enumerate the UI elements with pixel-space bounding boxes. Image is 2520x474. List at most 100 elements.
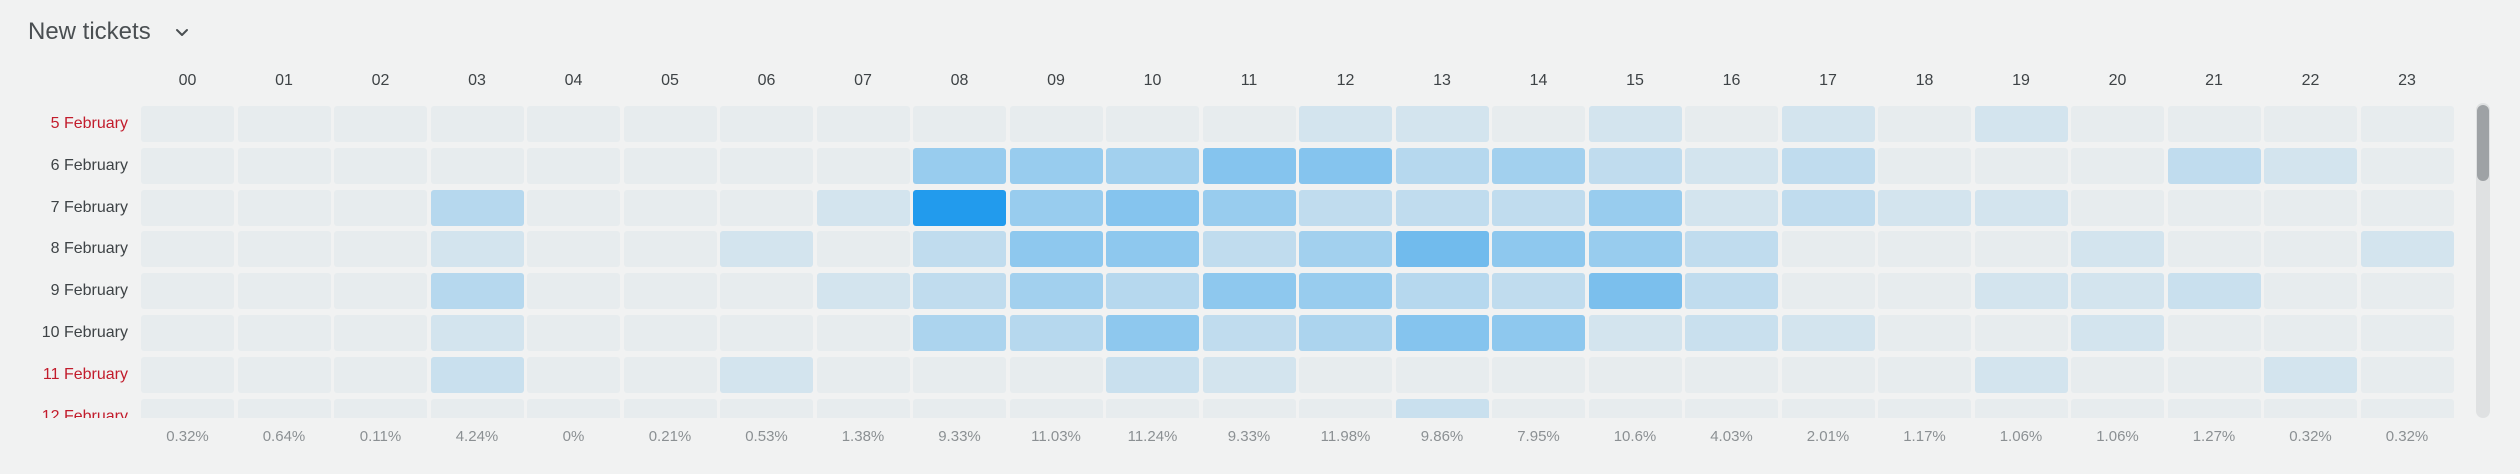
heatmap-cell[interactable] (430, 231, 524, 268)
heatmap-cell[interactable] (1588, 231, 1682, 268)
heatmap-cell[interactable] (720, 356, 813, 393)
heatmap-cell[interactable] (720, 106, 813, 142)
heatmap-cell[interactable] (1106, 147, 1199, 184)
heatmap-cell[interactable] (2071, 356, 2164, 393)
heatmap-cell[interactable] (141, 189, 234, 226)
heatmap-cell[interactable] (2071, 189, 2164, 226)
heatmap-cell[interactable] (1685, 189, 1778, 226)
heatmap-cell[interactable] (913, 106, 1006, 142)
heatmap-cell[interactable] (2360, 106, 2454, 142)
heatmap-cell[interactable] (1974, 189, 2068, 226)
heatmap-cell[interactable] (2167, 356, 2261, 393)
heatmap-cell[interactable] (1588, 106, 1682, 142)
heatmap-cell[interactable] (141, 356, 234, 393)
heatmap-cell[interactable] (1395, 398, 1489, 418)
heatmap-cell[interactable] (1009, 189, 1103, 226)
heatmap-cell[interactable] (1878, 273, 1971, 310)
heatmap-cell[interactable] (430, 189, 524, 226)
heatmap-cell[interactable] (2167, 189, 2261, 226)
heatmap-cell[interactable] (720, 147, 813, 184)
heatmap-cell[interactable] (1492, 189, 1585, 226)
heatmap-cell[interactable] (527, 189, 620, 226)
heatmap-cell[interactable] (2071, 398, 2164, 418)
heatmap-cell[interactable] (430, 106, 524, 142)
heatmap-cell[interactable] (913, 356, 1006, 393)
heatmap-cell[interactable] (1781, 106, 1875, 142)
heatmap-cell[interactable] (816, 273, 910, 310)
heatmap-cell[interactable] (141, 147, 234, 184)
heatmap-cell[interactable] (816, 315, 910, 351)
heatmap-cell[interactable] (1106, 273, 1199, 310)
heatmap-cell[interactable] (1492, 315, 1585, 351)
vertical-scrollbar[interactable] (2476, 103, 2490, 418)
heatmap-cell[interactable] (430, 315, 524, 351)
heatmap-cell[interactable] (1202, 273, 1296, 310)
heatmap-cell[interactable] (1299, 189, 1392, 226)
heatmap-cell[interactable] (1685, 398, 1778, 418)
heatmap-cell[interactable] (2264, 273, 2357, 310)
heatmap-cell[interactable] (1299, 231, 1392, 268)
heatmap-cell[interactable] (1974, 356, 2068, 393)
heatmap-cell[interactable] (1685, 231, 1778, 268)
heatmap-cell[interactable] (2167, 106, 2261, 142)
heatmap-cell[interactable] (1878, 315, 1971, 351)
heatmap-cell[interactable] (1878, 189, 1971, 226)
heatmap-cell[interactable] (237, 147, 331, 184)
heatmap-cell[interactable] (430, 356, 524, 393)
heatmap-cell[interactable] (1299, 106, 1392, 142)
heatmap-cell[interactable] (623, 106, 717, 142)
heatmap-cell[interactable] (1492, 356, 1585, 393)
heatmap-cell[interactable] (2264, 231, 2357, 268)
heatmap-cell[interactable] (1492, 273, 1585, 310)
heatmap-cell[interactable] (913, 398, 1006, 418)
heatmap-cell[interactable] (527, 147, 620, 184)
heatmap-cell[interactable] (1299, 147, 1392, 184)
heatmap-cell[interactable] (816, 147, 910, 184)
heatmap-cell[interactable] (2360, 315, 2454, 351)
heatmap-cell[interactable] (1009, 356, 1103, 393)
heatmap-cell[interactable] (1492, 398, 1585, 418)
heatmap-cell[interactable] (720, 398, 813, 418)
heatmap-cell[interactable] (1781, 189, 1875, 226)
heatmap-cell[interactable] (2264, 315, 2357, 351)
heatmap-cell[interactable] (1878, 147, 1971, 184)
heatmap-cell[interactable] (430, 398, 524, 418)
heatmap-cell[interactable] (430, 273, 524, 310)
heatmap-cell[interactable] (1878, 398, 1971, 418)
heatmap-cell[interactable] (1395, 189, 1489, 226)
heatmap-cell[interactable] (1106, 189, 1199, 226)
heatmap-cell[interactable] (1395, 315, 1489, 351)
heatmap-cell[interactable] (1492, 106, 1585, 142)
heatmap-cell[interactable] (1009, 315, 1103, 351)
heatmap-cell[interactable] (237, 273, 331, 310)
heatmap-cell[interactable] (1202, 106, 1296, 142)
heatmap-cell[interactable] (334, 315, 427, 351)
heatmap-cell[interactable] (237, 356, 331, 393)
heatmap-cell[interactable] (913, 273, 1006, 310)
heatmap-cell[interactable] (816, 106, 910, 142)
heatmap-cell[interactable] (334, 356, 427, 393)
heatmap-cell[interactable] (1781, 147, 1875, 184)
heatmap-cell[interactable] (334, 231, 427, 268)
heatmap-cell[interactable] (623, 189, 717, 226)
heatmap-cell[interactable] (1974, 398, 2068, 418)
heatmap-cell[interactable] (1685, 273, 1778, 310)
heatmap-cell[interactable] (720, 231, 813, 268)
heatmap-cell[interactable] (1299, 273, 1392, 310)
heatmap-cell[interactable] (720, 273, 813, 310)
heatmap-cell[interactable] (1878, 106, 1971, 142)
heatmap-cell[interactable] (2360, 189, 2454, 226)
heatmap-cell[interactable] (334, 273, 427, 310)
heatmap-cell[interactable] (1106, 231, 1199, 268)
heatmap-cell[interactable] (1588, 273, 1682, 310)
heatmap-cell[interactable] (1202, 147, 1296, 184)
heatmap-cell[interactable] (913, 231, 1006, 268)
heatmap-cell[interactable] (141, 231, 234, 268)
heatmap-cell[interactable] (2264, 398, 2357, 418)
heatmap-cell[interactable] (1781, 231, 1875, 268)
heatmap-cell[interactable] (237, 398, 331, 418)
heatmap-cell[interactable] (141, 273, 234, 310)
heatmap-cell[interactable] (2167, 273, 2261, 310)
heatmap-cell[interactable] (2071, 231, 2164, 268)
heatmap-cell[interactable] (1299, 398, 1392, 418)
